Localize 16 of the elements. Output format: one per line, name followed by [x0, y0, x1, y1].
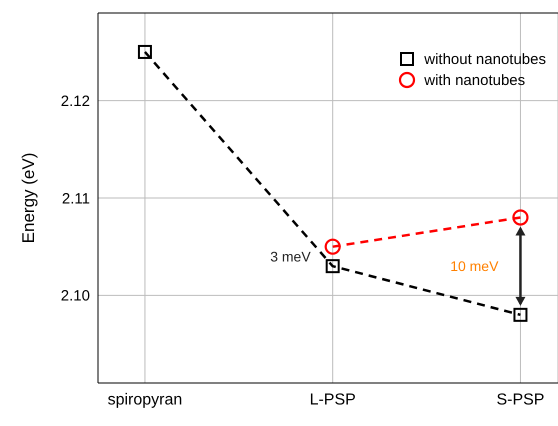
legend-label: without nanotubes [424, 50, 546, 68]
y-tick-label: 2.11 [62, 190, 90, 208]
point [513, 308, 528, 322]
annotation: 3 meV [270, 248, 312, 264]
point [138, 44, 152, 59]
y-tick-label: 2.12 [60, 92, 90, 110]
legend-label: with nanotubes [424, 72, 526, 88]
point [326, 259, 340, 274]
point [324, 238, 341, 255]
x-tick-label: L-PSP [310, 391, 356, 408]
y-tick-label: 2.10 [60, 288, 90, 305]
y-axis-title: Energy (eV) [19, 152, 38, 244]
x-tick-label: S-PSP [496, 391, 544, 408]
annotation: 10 meV [450, 258, 500, 274]
point [512, 209, 529, 226]
x-tick-label: spiropyran [108, 391, 182, 408]
